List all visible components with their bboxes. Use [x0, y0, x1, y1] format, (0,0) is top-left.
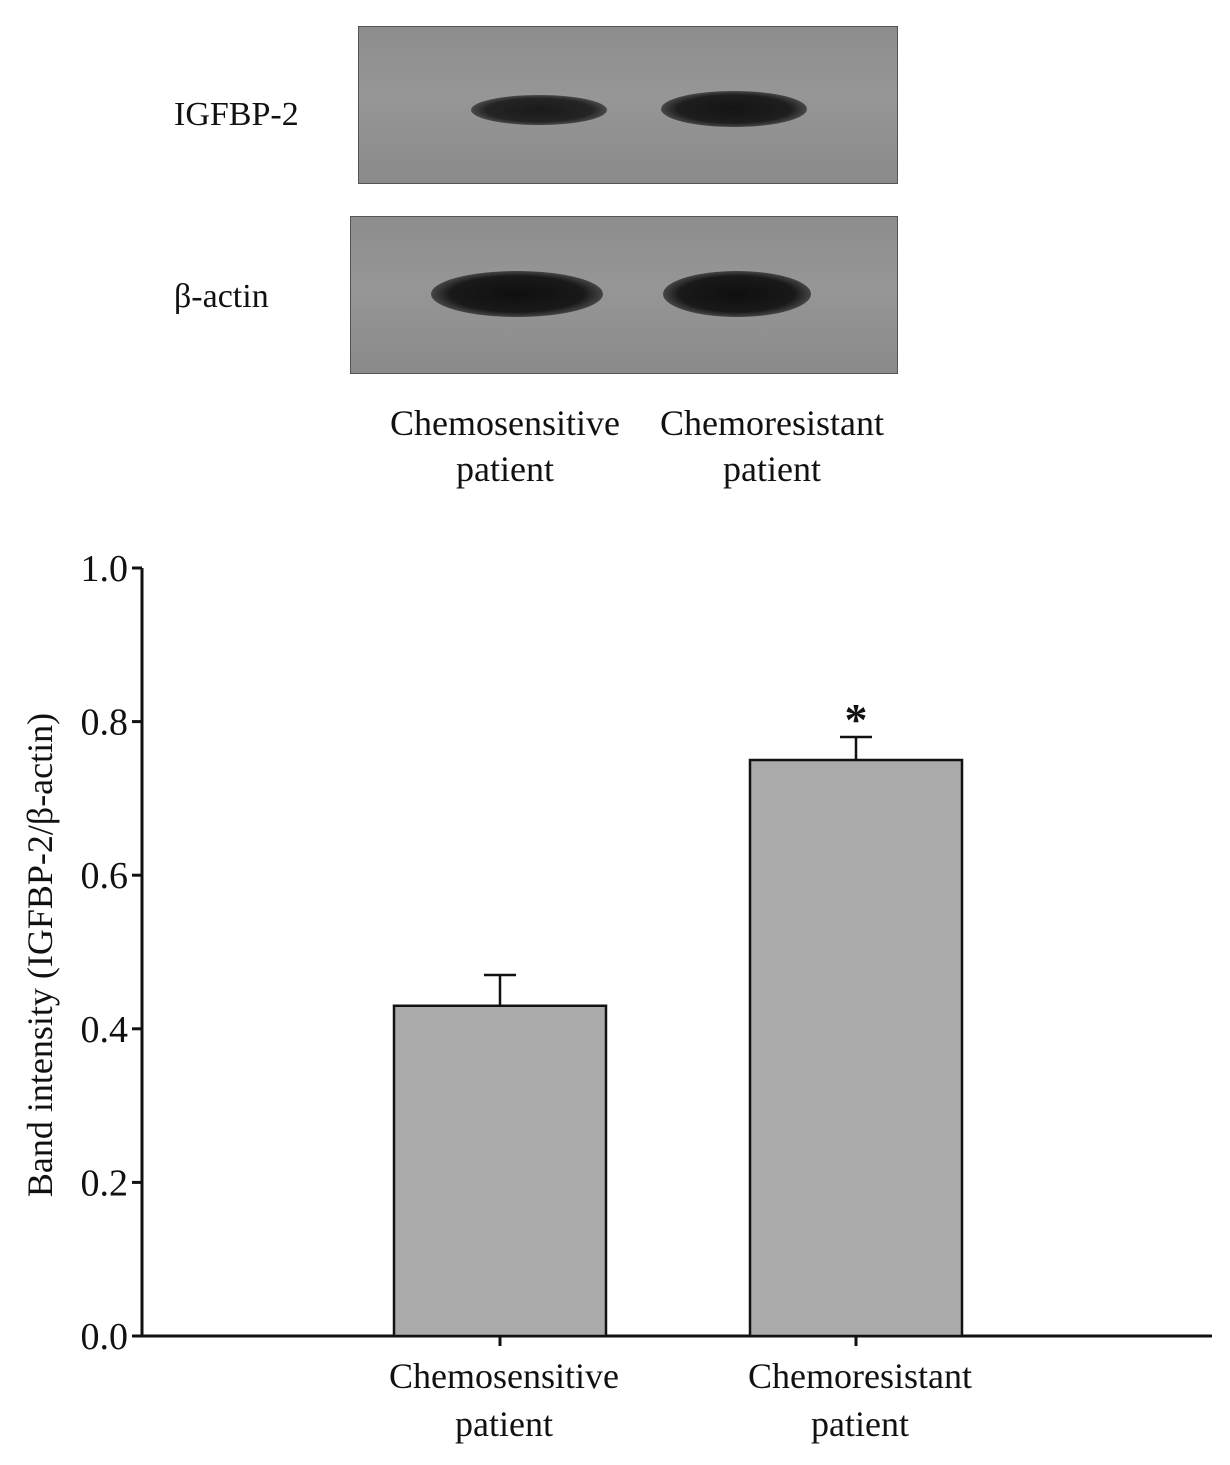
y-tick-label: 1.0: [81, 548, 129, 590]
bar-chart: Band intensity (IGFBP-2/β-actin) 0.00.20…: [20, 548, 1212, 1444]
blot-row-label-beta-actin: β-actin: [174, 278, 269, 315]
blot-band: [661, 91, 807, 127]
significance-marker: *: [845, 694, 868, 745]
blot-row-label-igfbp2: IGFBP-2: [174, 96, 299, 133]
y-tick-label: 0.2: [81, 1162, 129, 1204]
bar: [392, 1004, 608, 1338]
y-axis-ticks: 0.0 0.2 0.4 0.6 0.8 1.0: [81, 548, 142, 1358]
blot-lane-label-chemoresistant: Chemoresistant patient: [660, 403, 884, 489]
blot-band: [663, 271, 811, 317]
y-tick-label: 0.8: [81, 702, 129, 744]
blot-band: [471, 95, 607, 125]
x-tick-label: Chemosensitive: [389, 1356, 619, 1396]
bar: [748, 758, 964, 1338]
x-tick-label: Chemoresistant: [748, 1356, 972, 1396]
blot-lane-label-chemosensitive: Chemosensitive patient: [390, 403, 620, 489]
y-tick-label: 0.4: [81, 1009, 129, 1051]
x-tick-label: patient: [811, 1404, 909, 1444]
blot-panel-beta-actin: [350, 216, 898, 374]
blot-band: [431, 271, 603, 317]
y-tick-label: 0.6: [81, 855, 129, 897]
x-tick-label: patient: [455, 1404, 553, 1444]
x-axis-labels: Chemosensitive patient Chemoresistant patie…: [389, 1336, 972, 1444]
axes: [140, 568, 1212, 1338]
y-axis-label: Band intensity (IGFBP-2/β-actin): [20, 713, 60, 1197]
blot-panel-igfbp2: [358, 26, 898, 184]
bars: *: [392, 694, 964, 1338]
y-tick-label: 0.0: [81, 1316, 129, 1358]
